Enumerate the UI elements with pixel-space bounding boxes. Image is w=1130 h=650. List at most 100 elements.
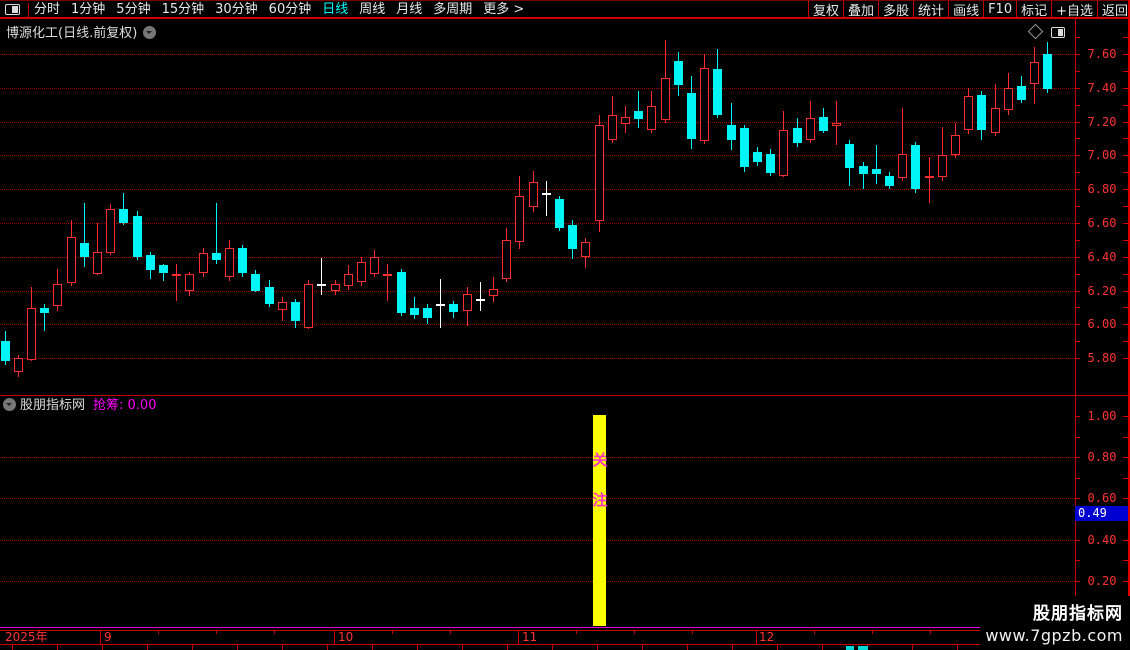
candle: [634, 111, 643, 119]
price-gridline: [0, 223, 1075, 224]
month-boundary-line: [756, 630, 757, 644]
candle: [225, 248, 234, 277]
candle-wick: [440, 279, 441, 328]
candle: [964, 96, 973, 130]
indicator-header[interactable]: 股朋指标网 抢筹: 0.00: [3, 398, 156, 413]
chevron-down-icon[interactable]: [143, 26, 157, 39]
time-label-10: 10: [338, 630, 354, 644]
menu-item-分时[interactable]: 分时: [34, 2, 61, 17]
toolbar: 分时 1分钟 5分钟 15分钟 30分钟 60分钟 日线 周线 月线 多周期 更多 > 复权 叠加 多股…: [0, 0, 1130, 19]
price-axis-tick: [1075, 324, 1080, 325]
action-button-统计[interactable]: 统计: [913, 1, 948, 19]
price-axis-tick: [1123, 291, 1128, 292]
indicator-axis-tick: [1123, 540, 1128, 541]
price-axis-tick: [1075, 37, 1080, 38]
menu-item-5分钟[interactable]: 5分钟: [116, 2, 151, 17]
week-tick: [692, 630, 693, 634]
menu-item-周线[interactable]: 周线: [359, 2, 386, 17]
price-axis-tick: [1123, 105, 1128, 106]
price-axis-tick: [1123, 37, 1128, 38]
price-axis-tick: [1075, 54, 1080, 55]
indicator-axis-label: 1.00: [1087, 409, 1117, 423]
candle: [845, 144, 854, 168]
candle: [265, 287, 274, 304]
panel-divider: [0, 395, 1130, 396]
candle: [555, 199, 564, 228]
bottom-tick: [732, 645, 733, 650]
split-view-icon[interactable]: [1051, 27, 1065, 38]
menu-item-更多 >[interactable]: 更多 >: [483, 2, 525, 17]
bottom-tick: [507, 645, 508, 650]
price-axis-tick: [1075, 341, 1080, 342]
price-axis-tick: [1075, 274, 1080, 275]
bottom-tick: [327, 645, 328, 650]
bottom-tick: [912, 645, 913, 650]
indicator-axis-tick: [1123, 478, 1128, 479]
price-gridline: [0, 121, 1075, 123]
candle: [753, 152, 762, 162]
month-boundary-line: [334, 630, 335, 644]
indicator-axis-tick: [1123, 560, 1128, 561]
menu-item-1分钟[interactable]: 1分钟: [71, 2, 106, 17]
indicator-source: 股朋指标网: [20, 398, 86, 413]
week-tick: [930, 630, 931, 634]
window-split-icon[interactable]: [5, 4, 20, 15]
price-axis-tick: [1123, 71, 1128, 72]
candle-wick: [480, 282, 481, 311]
menu-item-日线[interactable]: 日线: [322, 2, 349, 17]
candle: [410, 308, 419, 315]
candle: [14, 358, 23, 372]
action-button-复权[interactable]: 复权: [808, 1, 843, 19]
axis-marker: 0.49: [1075, 506, 1128, 521]
candle: [687, 93, 696, 139]
price-axis-label: 7.40: [1087, 80, 1117, 95]
week-tick: [872, 630, 873, 634]
price-axis-tick: [1123, 88, 1128, 89]
week-tick: [274, 630, 275, 634]
candle: [925, 176, 934, 178]
price-axis-tick: [1123, 223, 1128, 224]
watermark-url: www.7gpzb.com: [985, 626, 1123, 645]
action-button-画线[interactable]: 画线: [948, 1, 983, 19]
candle: [119, 209, 128, 223]
menu-item-多周期[interactable]: 多周期: [433, 2, 473, 17]
candle: [331, 284, 340, 291]
candle: [53, 284, 62, 306]
candle: [476, 299, 485, 301]
time-axis-top-line: [0, 630, 1130, 631]
candle: [502, 240, 511, 279]
bottom-tick: [417, 645, 418, 650]
indicator-axis-tick: [1075, 560, 1080, 561]
bottom-tick: [192, 645, 193, 650]
axis-separator-line: [1075, 19, 1076, 630]
menu-item-15分钟[interactable]: 15分钟: [161, 2, 205, 17]
time-label-9: 9: [104, 630, 112, 644]
week-tick: [216, 630, 217, 634]
candle: [238, 248, 247, 273]
indicator-axis-label: 0.80: [1087, 450, 1117, 465]
action-button-叠加[interactable]: 叠加: [843, 1, 878, 19]
candle: [146, 255, 155, 270]
candle: [766, 154, 775, 173]
diamond-icon[interactable]: [1027, 23, 1044, 40]
price-axis-tick: [1123, 324, 1128, 325]
menu-item-60分钟[interactable]: 60分钟: [268, 2, 312, 17]
candle: [581, 242, 590, 257]
indicator-axis-tick: [1075, 416, 1080, 417]
candle: [133, 216, 142, 257]
price-axis-label: 5.80: [1087, 351, 1117, 366]
action-button-标记[interactable]: 标记: [1016, 1, 1051, 19]
bottom-tick: [777, 645, 778, 650]
action-button-+自选[interactable]: +自选: [1051, 1, 1097, 19]
candle: [172, 274, 181, 276]
action-button-F10[interactable]: F10: [983, 1, 1016, 17]
bottom-tick: [57, 645, 58, 650]
candle: [727, 125, 736, 140]
candle-wick: [863, 162, 864, 189]
action-button-返回[interactable]: 返回: [1097, 1, 1130, 19]
menu-item-30分钟[interactable]: 30分钟: [215, 2, 258, 17]
collapse-icon[interactable]: [3, 398, 16, 411]
action-button-多股[interactable]: 多股: [878, 1, 913, 19]
indicator-gridline: [0, 580, 1075, 582]
menu-item-月线[interactable]: 月线: [396, 2, 423, 17]
